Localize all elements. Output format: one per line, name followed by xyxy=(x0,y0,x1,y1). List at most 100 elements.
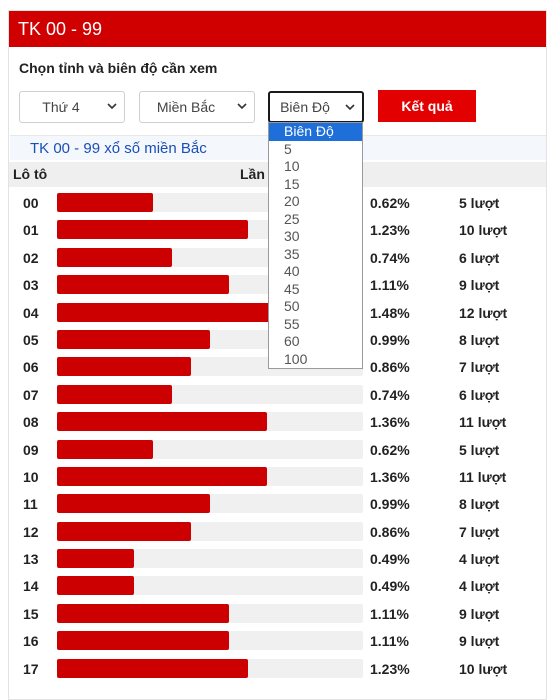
occurrence-count: 8 lượt xyxy=(459,331,500,348)
range-option[interactable]: 20 xyxy=(284,193,300,209)
frequency-bar xyxy=(57,521,191,541)
loto-number: 17 xyxy=(23,660,39,677)
range-option[interactable]: 10 xyxy=(284,158,300,174)
occurrence-count: 7 lượt xyxy=(459,359,500,376)
range-option[interactable]: 50 xyxy=(284,298,300,314)
percentage: 1.48% xyxy=(370,304,410,321)
occurrence-count: 9 lượt xyxy=(459,605,500,622)
day-select-value: Thứ 4 xyxy=(42,99,80,115)
percentage: 1.11% xyxy=(370,277,409,294)
frequency-bar-track xyxy=(57,439,363,459)
occurrence-count: 9 lượt xyxy=(459,277,500,294)
occurrence-count: 4 lượt xyxy=(459,578,500,595)
occurrence-count: 8 lượt xyxy=(459,496,500,513)
occurrence-count: 5 lượt xyxy=(459,195,500,211)
submit-button[interactable]: Kết quả xyxy=(378,90,476,122)
frequency-bar xyxy=(57,302,287,322)
range-option[interactable]: 35 xyxy=(284,245,300,262)
percentage: 0.99% xyxy=(370,331,410,348)
frequency-bar xyxy=(57,576,134,596)
frequency-bar xyxy=(57,329,210,349)
loto-number: 10 xyxy=(23,468,39,485)
percentage: 1.23% xyxy=(370,222,410,239)
percentage: 0.62% xyxy=(370,195,410,211)
loto-number: 07 xyxy=(23,386,39,403)
occurrence-count: 12 lượt xyxy=(459,304,508,321)
table-row: 06 0.86% 7 lượt xyxy=(9,353,546,380)
range-option[interactable]: 55 xyxy=(284,315,300,332)
chevron-down-icon xyxy=(107,103,117,110)
range-select[interactable]: Biên Độ xyxy=(268,91,364,123)
percentage: 0.49% xyxy=(370,551,410,568)
range-option[interactable]: 15 xyxy=(284,175,300,192)
percentage: 1.36% xyxy=(370,468,410,485)
frequency-bar xyxy=(57,220,248,240)
percentage: 0.74% xyxy=(370,249,410,266)
occurrence-count: 6 lượt xyxy=(459,249,500,266)
statistics-panel: TK 00 - 99 Chọn tỉnh và biên độ cần xem … xyxy=(8,10,547,700)
frequency-bar xyxy=(57,549,134,569)
loto-number: 00 xyxy=(23,195,39,211)
range-option[interactable]: Biên Độ xyxy=(269,123,362,141)
percentage: 1.23% xyxy=(370,660,410,677)
panel-title: TK 00 - 99 xyxy=(9,11,546,47)
occurrence-count: 4 lượt xyxy=(459,551,500,568)
occurrence-count: 10 lượt xyxy=(459,222,508,239)
range-select-value: Biên Độ xyxy=(280,99,330,115)
frequency-bar xyxy=(57,494,210,514)
table-row: 12 0.86% 7 lượt xyxy=(9,518,546,545)
chevron-down-icon xyxy=(345,104,355,111)
frequency-bar-track xyxy=(57,576,363,596)
frequency-bar xyxy=(57,412,267,432)
frequency-bar-track xyxy=(57,549,363,569)
loto-number: 04 xyxy=(23,304,39,321)
occurrence-count: 5 lượt xyxy=(459,441,500,458)
percentage: 0.86% xyxy=(370,523,410,540)
percentage: 0.86% xyxy=(370,359,410,376)
range-option[interactable]: 45 xyxy=(284,280,300,297)
region-select[interactable]: Miền Bắc xyxy=(139,91,255,123)
range-option[interactable]: 5 xyxy=(284,140,292,157)
loto-number: 05 xyxy=(23,331,39,348)
frequency-bar xyxy=(57,247,172,267)
frequency-bar xyxy=(57,439,153,459)
table-row: 07 0.74% 6 lượt xyxy=(9,381,546,408)
table-row: 17 1.23% 10 lượt xyxy=(9,655,546,682)
column-header-loto: Lô tô xyxy=(13,166,48,182)
range-dropdown-list[interactable]: Biên Độ 5 10 15 20 25 30 35 40 45 50 55 60 100 xyxy=(268,122,363,369)
percentage: 1.36% xyxy=(370,414,410,431)
table-row: 14 0.49% 4 lượt xyxy=(9,572,546,599)
occurrence-count: 10 lượt xyxy=(459,660,508,677)
table-row: 11 0.99% 8 lượt xyxy=(9,490,546,517)
range-option[interactable]: 100 xyxy=(284,350,308,367)
frequency-bar xyxy=(57,275,229,295)
range-option[interactable]: 40 xyxy=(284,263,300,279)
loto-number: 01 xyxy=(23,222,39,239)
loto-number: 06 xyxy=(23,359,39,376)
frequency-bar-track xyxy=(57,521,363,541)
loto-number: 16 xyxy=(23,633,39,650)
frequency-bar xyxy=(57,603,229,623)
table-row: 15 1.11% 9 lượt xyxy=(9,600,546,627)
frequency-bar xyxy=(57,384,172,404)
loto-number: 02 xyxy=(23,249,39,266)
frequency-bar xyxy=(57,193,153,212)
table-row: 08 1.36% 11 lượt xyxy=(9,408,546,435)
frequency-bar-track xyxy=(57,384,363,404)
frequency-bar-track xyxy=(57,603,363,623)
day-select[interactable]: Thứ 4 xyxy=(19,91,125,123)
occurrence-count: 11 lượt xyxy=(459,468,507,485)
frequency-bar xyxy=(57,631,229,651)
table-row: 10 1.36% 11 lượt xyxy=(9,463,546,490)
loto-number: 03 xyxy=(23,277,39,294)
range-option[interactable]: 25 xyxy=(284,210,300,227)
frequency-bar-track xyxy=(57,494,363,514)
percentage: 0.99% xyxy=(370,496,410,513)
loto-number: 09 xyxy=(23,441,39,458)
range-option[interactable]: 60 xyxy=(284,333,300,349)
frequency-bar-track xyxy=(57,631,363,651)
range-option[interactable]: 30 xyxy=(284,228,300,244)
percentage: 0.62% xyxy=(370,441,410,458)
percentage: 0.74% xyxy=(370,386,410,403)
table-row: 13 0.49% 4 lượt xyxy=(9,545,546,572)
